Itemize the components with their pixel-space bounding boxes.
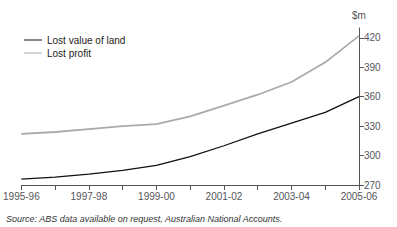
svg-text:330: 330 [364, 121, 381, 132]
svg-text:2005-06: 2005-06 [341, 191, 378, 202]
svg-text:2001-02: 2001-02 [206, 191, 243, 202]
svg-text:Lost profit: Lost profit [47, 48, 91, 59]
svg-text:$m: $m [352, 10, 366, 21]
svg-text:390: 390 [364, 62, 381, 73]
svg-text:2003-04: 2003-04 [273, 191, 310, 202]
svg-text:420: 420 [364, 32, 381, 43]
svg-text:1995-96: 1995-96 [3, 191, 40, 202]
svg-text:360: 360 [364, 91, 381, 102]
svg-text:1997-98: 1997-98 [71, 191, 108, 202]
svg-text:Lost value of land: Lost value of land [47, 35, 125, 46]
svg-text:300: 300 [364, 150, 381, 161]
svg-text:270: 270 [364, 180, 381, 191]
svg-text:Source: ABS data available on: Source: ABS data available on request, A… [6, 214, 282, 224]
svg-text:1999-00: 1999-00 [138, 191, 175, 202]
